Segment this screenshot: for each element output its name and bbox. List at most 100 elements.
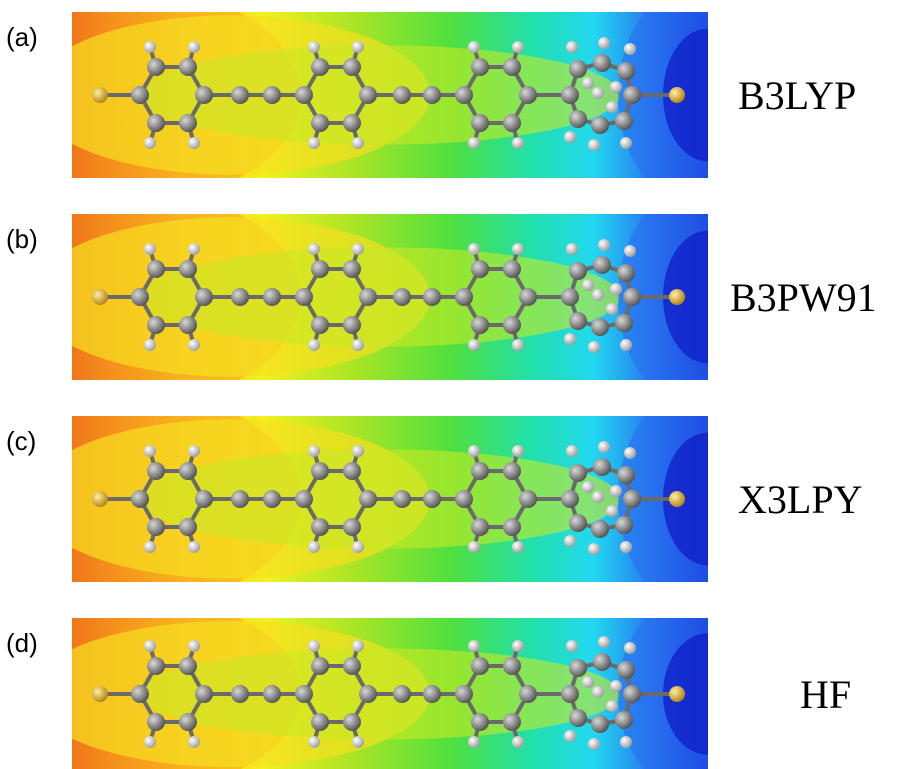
hydrogen [144,243,156,255]
hydrogen [468,339,480,351]
hydrogen [352,137,364,149]
hydrogen [566,640,578,652]
carbon [617,62,635,80]
carbon [569,709,587,727]
carbon [503,316,521,334]
carbon [519,86,537,104]
hydrogen [598,37,610,49]
hydrogen [468,137,480,149]
hydrogen [144,736,156,748]
esp-map [0,0,798,211]
carbon [471,260,489,278]
carbon [359,490,377,508]
hydrogen [512,445,524,457]
hydrogen [566,41,578,53]
hydrogen [606,303,618,315]
hydrogen [620,736,632,748]
carbon [343,462,361,480]
hydrogen [620,339,632,351]
hydrogen [606,700,618,712]
hydrogen [308,243,320,255]
hydrogen [188,243,200,255]
carbon [359,685,377,703]
hydrogen [352,736,364,748]
sulfur [92,289,108,305]
carbon [423,288,441,306]
hydrogen [512,541,524,553]
carbon [195,86,213,104]
hydrogen [144,339,156,351]
carbon [179,260,197,278]
carbon [593,458,611,476]
hydrogen [592,87,604,99]
figure: (a)B3LYP(b)B3PW91(c)X3LPY(d)HF [0,0,899,769]
carbon [343,316,361,334]
carbon [591,318,609,336]
carbon [231,288,249,306]
carbon [147,518,165,536]
hydrogen [144,640,156,652]
carbon [593,256,611,274]
panel-label: (c) [6,426,36,456]
carbon [593,54,611,72]
carbon [295,288,313,306]
carbon [503,58,521,76]
hydrogen [588,139,600,151]
hydrogen [468,41,480,53]
carbon [569,464,587,482]
carbon [455,685,473,703]
hydrogen [468,541,480,553]
carbon [343,114,361,132]
carbon [569,659,587,677]
carbon [569,514,587,532]
hydrogen [308,339,320,351]
hydrogen [620,541,632,553]
hydrogen [582,77,594,89]
carbon [561,288,579,306]
carbon [569,262,587,280]
carbon [179,316,197,334]
carbon [455,288,473,306]
carbon [179,114,197,132]
carbon [179,518,197,536]
carbon [615,314,633,332]
sulfur [92,686,108,702]
hydrogen [592,289,604,301]
carbon [561,86,579,104]
carbon [195,490,213,508]
carbon [519,288,537,306]
hydrogen [582,481,594,493]
panel: (b)B3PW91 [0,181,877,413]
panel-label: (b) [6,224,38,254]
hydrogen [588,543,600,555]
hydrogen [188,445,200,457]
carbon [623,86,641,104]
carbon [311,518,329,536]
hydrogen [512,736,524,748]
hydrogen [624,447,636,459]
hydrogen [188,736,200,748]
carbon [231,490,249,508]
esp-map [0,588,798,769]
carbon [569,312,587,330]
carbon [179,713,197,731]
carbon [147,657,165,675]
carbon [295,490,313,508]
hydrogen [308,445,320,457]
carbon [423,685,441,703]
carbon [503,713,521,731]
hydrogen [352,41,364,53]
hydrogen [624,43,636,55]
carbon [471,114,489,132]
hydrogen [468,736,480,748]
carbon [471,316,489,334]
hydrogen [308,41,320,53]
carbon [179,657,197,675]
carbon [195,685,213,703]
carbon [147,462,165,480]
carbon [179,58,197,76]
carbon [455,86,473,104]
hydrogen [564,333,576,345]
hydrogen [588,341,600,353]
carbon [393,288,411,306]
